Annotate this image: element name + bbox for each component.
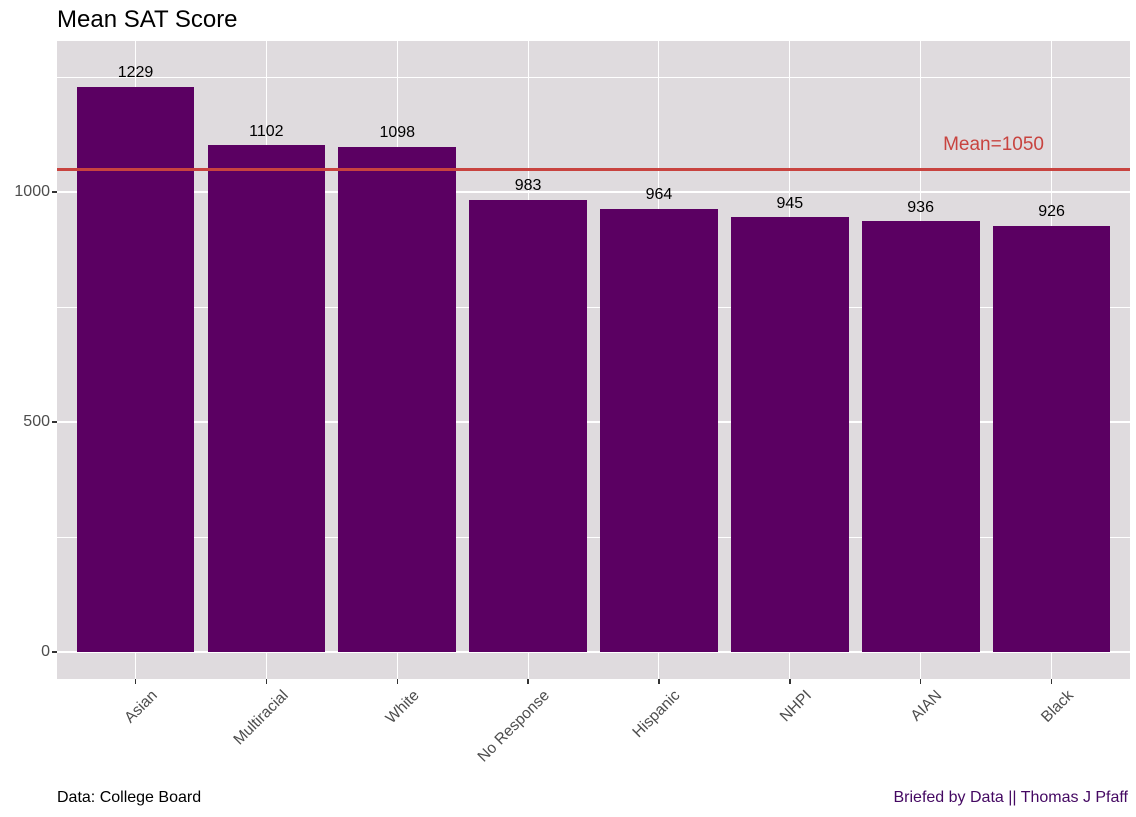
- mean-reference-line: [57, 167, 1130, 171]
- bar-value-label: 926: [1038, 203, 1065, 221]
- data-source-caption: Data: College Board: [57, 789, 202, 806]
- bar-nhpi: [730, 217, 849, 652]
- y-tick-mark: [52, 421, 57, 423]
- x-tick-mark: [919, 679, 922, 684]
- x-tick-label-white: White: [382, 687, 423, 728]
- x-tick-mark: [658, 679, 660, 684]
- x-tick-label-asian: Asian: [121, 687, 161, 727]
- x-tick-mark: [527, 679, 529, 684]
- gridline-h-major: [57, 191, 1130, 193]
- bar-black: [992, 226, 1111, 652]
- plot-panel: 1229 1102 1098 983 964 945 936 926 Mean=1050: [57, 41, 1130, 679]
- x-tick-mark: [789, 679, 791, 684]
- y-tick-mark: [52, 651, 57, 653]
- bar-value-label: 1098: [379, 124, 416, 142]
- gridline-h-major: [57, 421, 1130, 423]
- bar-white: [338, 146, 457, 652]
- gridline-h-minor: [57, 537, 1130, 538]
- gridline-h-major: [57, 651, 1130, 653]
- bar-value-label: 1102: [249, 122, 284, 140]
- chart-title: Mean SAT Score: [57, 6, 238, 33]
- x-tick-label-black: Black: [1037, 687, 1077, 726]
- x-tick-mark: [1050, 679, 1053, 684]
- attribution-caption: Briefed by Data || Thomas J Pfaff: [893, 789, 1129, 806]
- bar-value-label: 1229: [117, 64, 154, 82]
- x-tick-label-hispanic: Hispanic: [629, 687, 684, 742]
- x-tick-label-nhpi: NHPI: [776, 687, 815, 726]
- bar-value-label: 983: [514, 177, 542, 195]
- x-tick-label-aian: AIAN: [908, 687, 946, 725]
- x-tick-label-multiracial: Multiracial: [230, 687, 292, 749]
- bar-value-label: 936: [907, 198, 934, 216]
- bar-no-response: [469, 199, 587, 652]
- y-tick-label: 500: [23, 413, 50, 430]
- y-tick-label: 1000: [14, 183, 50, 200]
- bar-value-label: 945: [776, 194, 804, 212]
- bar-asian: [76, 86, 195, 652]
- gridline-h-minor: [57, 307, 1130, 308]
- bar-multiracial: [207, 145, 326, 652]
- bar-hispanic: [600, 208, 718, 652]
- mean-line-label: Mean=1050: [943, 134, 1044, 155]
- x-tick-mark: [265, 679, 268, 684]
- x-tick-mark: [396, 679, 398, 684]
- gridline-h-minor: [57, 77, 1130, 78]
- x-tick-label-no-response: No Response: [474, 687, 554, 766]
- y-tick-mark: [52, 191, 57, 193]
- bar-aian: [861, 221, 980, 652]
- bar-value-label: 964: [645, 186, 673, 204]
- y-tick-label: 0: [41, 643, 50, 660]
- x-tick-mark: [134, 679, 137, 684]
